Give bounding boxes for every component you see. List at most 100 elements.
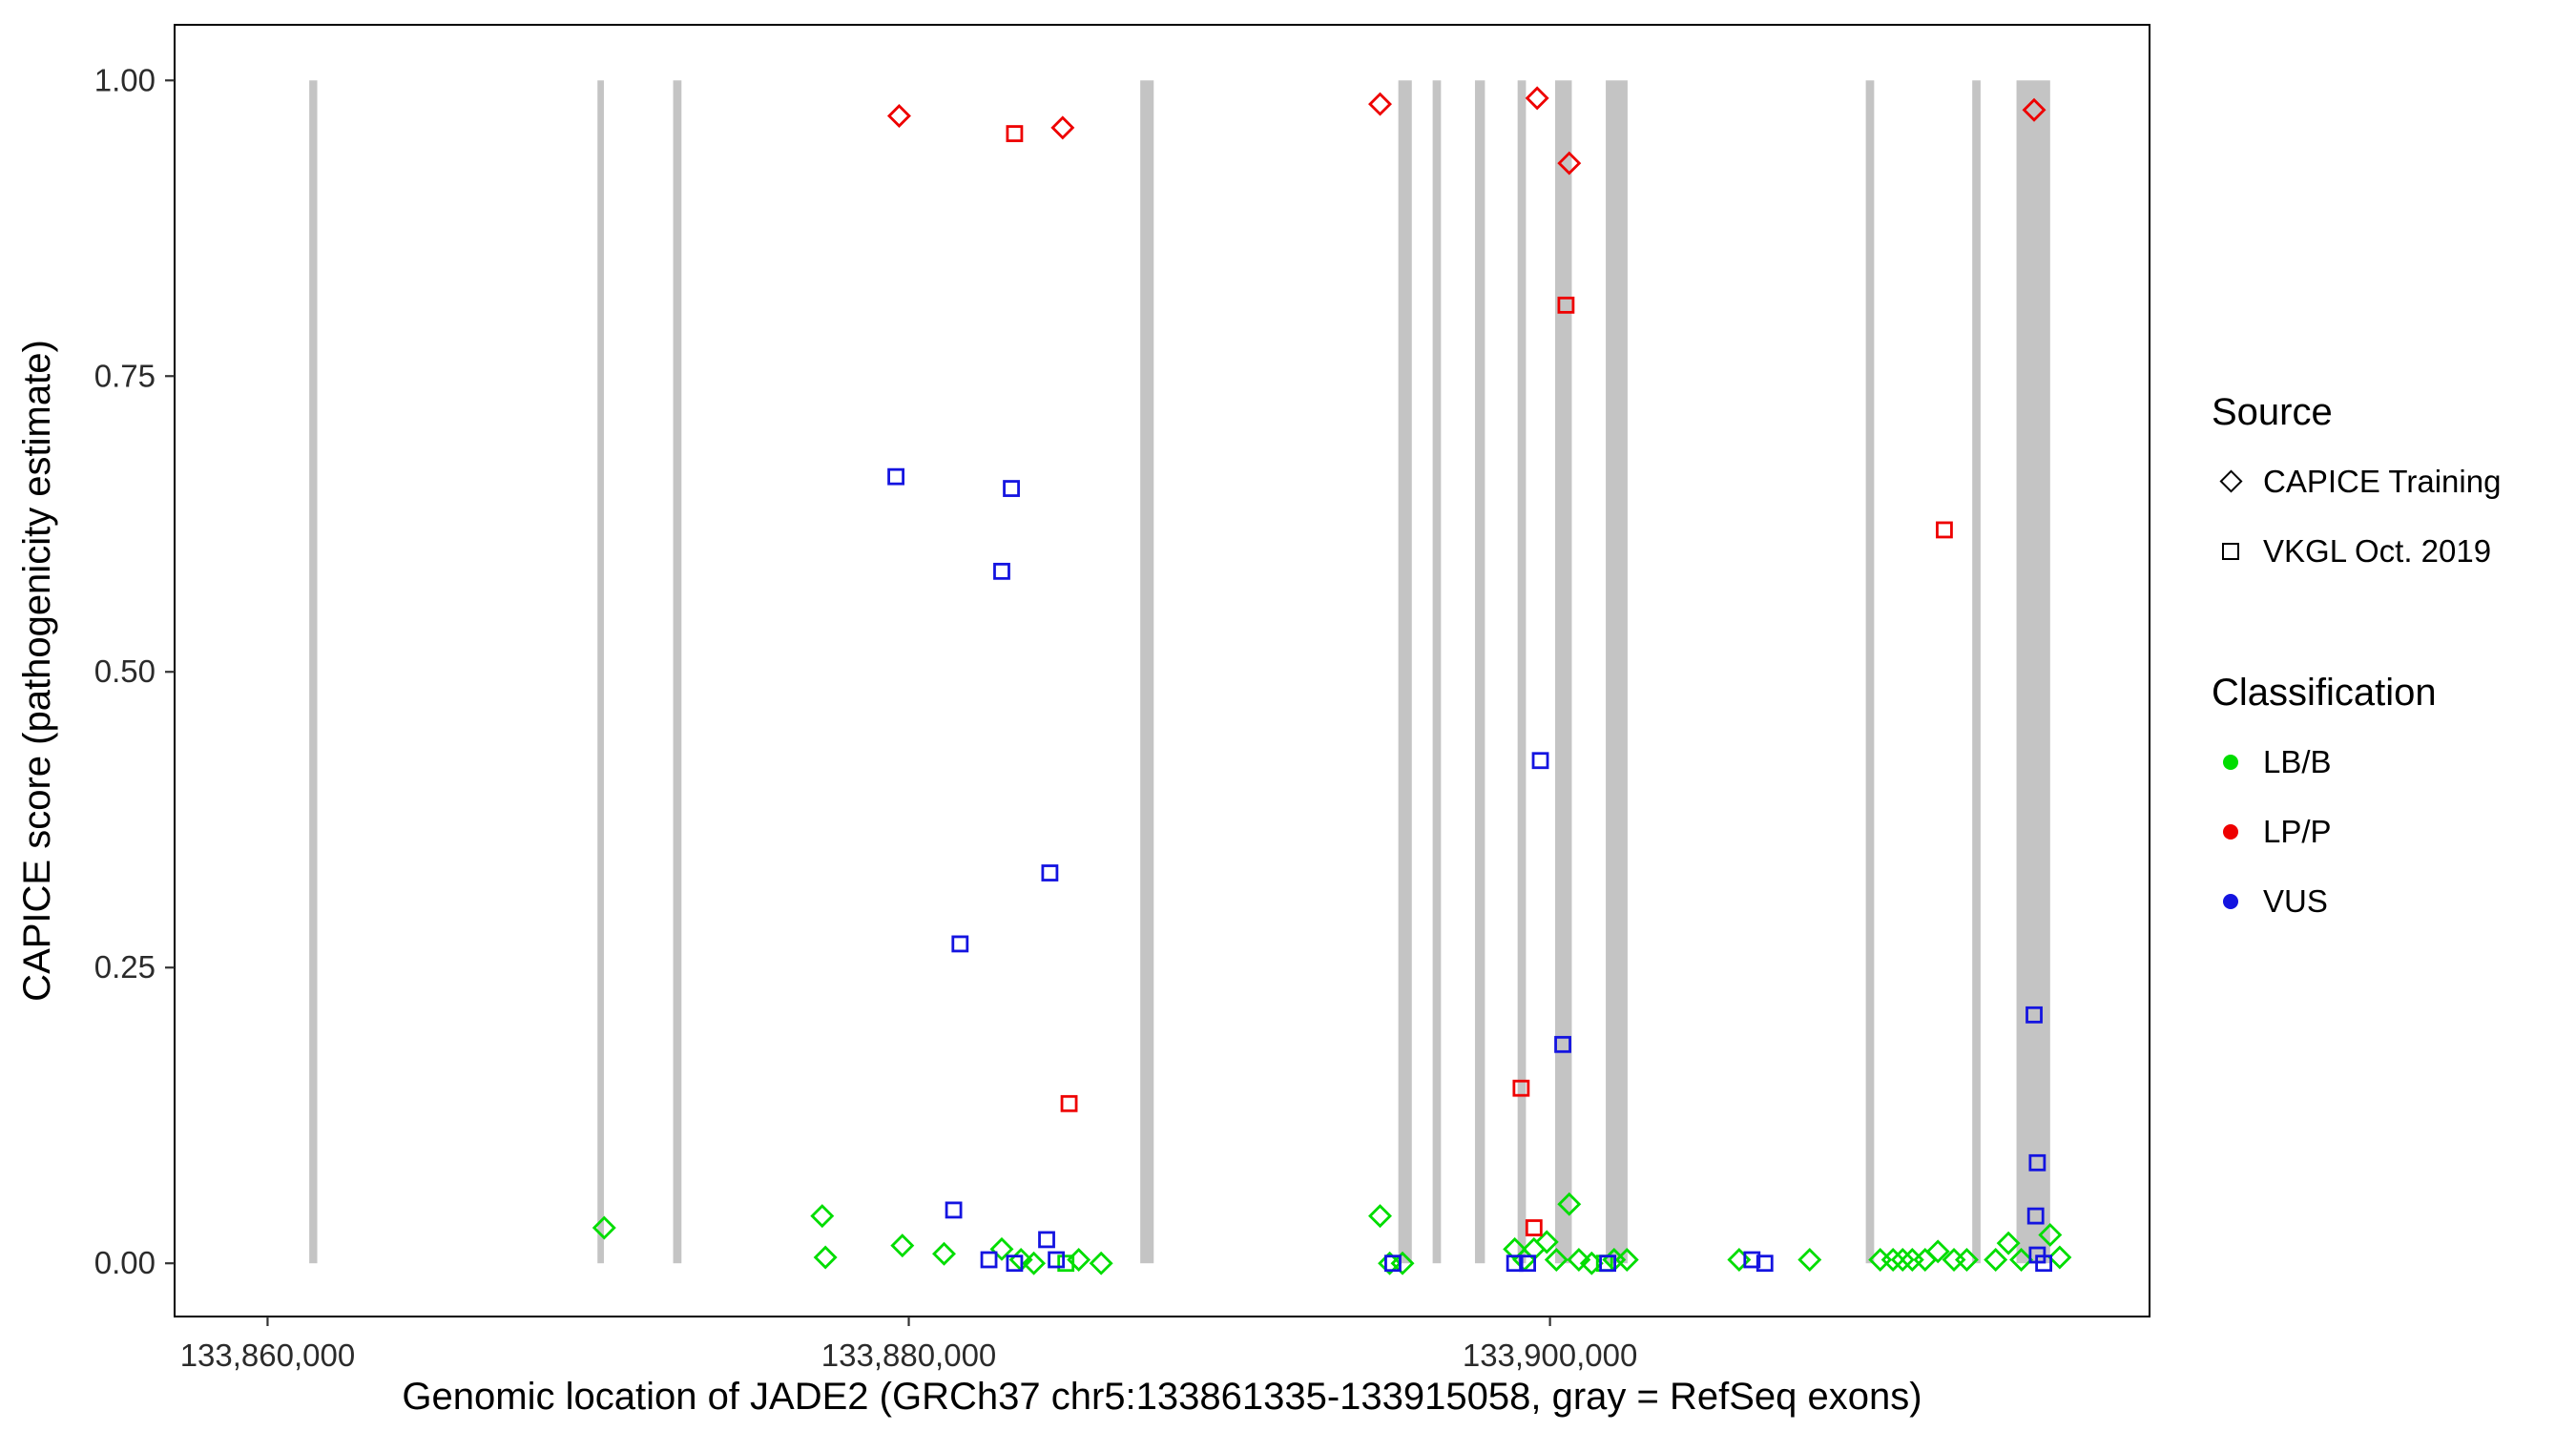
refseq-exon [1972,80,1981,1264]
data-point-diamond [1925,1239,1950,1264]
data-point-square [1003,480,1020,497]
legend-item-label: LB/B [2263,743,2332,779]
y-tick-label: 1.00 [94,62,156,97]
refseq-exon [1474,80,1485,1264]
data-point-diamond [1890,1248,1915,1272]
legend-key [2212,823,2250,840]
data-point-diamond [1996,1231,2021,1255]
square-icon [2222,542,2239,560]
refseq-exon [1517,80,1527,1264]
legend-key [2212,542,2250,560]
data-point-diamond [2022,97,2046,122]
data-point-diamond [1534,1230,1559,1255]
data-point-square [1060,1094,1078,1112]
data-point-diamond [1368,92,1392,116]
data-point-square [2025,1006,2043,1024]
y-tick-label: 0.25 [94,949,156,985]
data-point-diamond [1954,1248,1979,1272]
refseq-exon [1398,80,1412,1264]
refseq-exon [1554,80,1572,1264]
blue-dot-icon [2223,893,2238,909]
data-point-diamond [813,1245,838,1270]
data-point-diamond [1390,1251,1415,1275]
legend-classification-title: Classification [2212,672,2437,714]
legend-item-label: VUS [2263,882,2328,919]
legend-item-label: CAPICE Training [2263,463,2502,499]
data-point-square [1384,1255,1402,1273]
refseq-exon [597,80,604,1264]
green-dot-icon [2223,754,2238,770]
legend-key [2212,754,2250,770]
data-point-diamond [886,103,911,128]
data-point-diamond [1368,1204,1392,1229]
data-point-square [1554,1035,1571,1053]
data-point-diamond [1525,86,1549,111]
axis-ticks: 133,860,000 133,880,000 133,900,000 0.00 0.2… [94,62,1638,1373]
y-tick-label: 0.75 [94,358,156,393]
data-points-layer [592,86,2072,1275]
legend-key [2212,893,2250,909]
data-point-diamond [592,1215,616,1240]
data-point-square [1531,752,1549,770]
data-point-square [1512,1079,1530,1097]
legend-item-vkgl: VKGL Oct. 2019 [2212,516,2565,586]
legend-source-section: Source CAPICE Training VKGL Oct. 2019 [2212,389,2565,586]
x-tick-label: 133,880,000 [821,1338,997,1373]
data-point-diamond [1567,1248,1591,1272]
data-point-square [1599,1255,1616,1273]
refseq-exon [2016,80,2050,1264]
data-point-square [980,1251,998,1269]
data-point-square [1006,125,1024,142]
data-point-square [1525,1219,1543,1236]
data-point-diamond [810,1204,835,1229]
data-point-square [2035,1255,2053,1273]
data-point-diamond [1984,1248,2008,1272]
data-point-diamond [1557,1192,1582,1216]
diamond-icon [2218,469,2243,493]
data-point-square [1557,296,1575,314]
data-point-diamond [1880,1248,1905,1272]
data-point-diamond [1913,1248,1938,1272]
data-point-square [1038,1231,1055,1249]
legend-item-capice-training: CAPICE Training [2212,446,2565,516]
data-point-square [1506,1255,1524,1273]
x-tick-label: 133,900,000 [1463,1338,1638,1373]
data-point-square [1519,1255,1536,1273]
legend-classification-section: Classification LB/B LP/P VUS [2212,670,2565,936]
data-point-diamond [890,1234,915,1258]
exon-layer [309,80,2050,1264]
legend-key [2212,469,2250,493]
data-point-square [1755,1255,1774,1273]
refseq-exon [1140,80,1154,1264]
data-point-diamond [1614,1248,1639,1272]
refseq-exon [1865,80,1875,1264]
data-point-diamond [932,1241,956,1266]
data-point-diamond [1557,151,1582,176]
legend-item-vus: VUS [2212,866,2565,936]
y-tick-label: 0.00 [94,1245,156,1280]
x-axis-title: Genomic location of JADE2 (GRCh37 chr5:1… [402,1376,1922,1418]
data-point-square [945,1201,963,1219]
legend: Source CAPICE Training VKGL Oct. 2019 Cl… [2212,389,2565,936]
data-point-diamond [1797,1248,1822,1272]
data-point-diamond [989,1236,1014,1261]
legend-item-label: LP/P [2263,813,2332,849]
legend-item-lpp: LP/P [2212,797,2565,866]
legend-item-lbb: LB/B [2212,727,2565,797]
data-point-diamond [1089,1251,1113,1275]
data-point-diamond [1544,1248,1568,1272]
data-point-square [2028,1153,2046,1172]
refseq-exon [1432,80,1442,1264]
data-point-square [1048,1251,1066,1269]
data-point-diamond [2009,1248,2034,1272]
refseq-exon [673,80,682,1264]
legend-item-label: VKGL Oct. 2019 [2263,532,2492,569]
data-point-square [1057,1255,1075,1273]
data-point-square [1743,1251,1761,1269]
data-point-square [887,467,904,486]
y-axis-title: CAPICE score (pathogenicity estimate) [16,340,58,1002]
data-point-square [1936,521,1953,539]
red-dot-icon [2223,823,2238,840]
